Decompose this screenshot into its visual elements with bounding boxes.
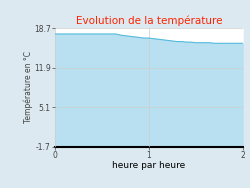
Title: Evolution de la température: Evolution de la température: [76, 16, 222, 26]
Y-axis label: Température en °C: Température en °C: [23, 52, 33, 123]
X-axis label: heure par heure: heure par heure: [112, 161, 186, 170]
